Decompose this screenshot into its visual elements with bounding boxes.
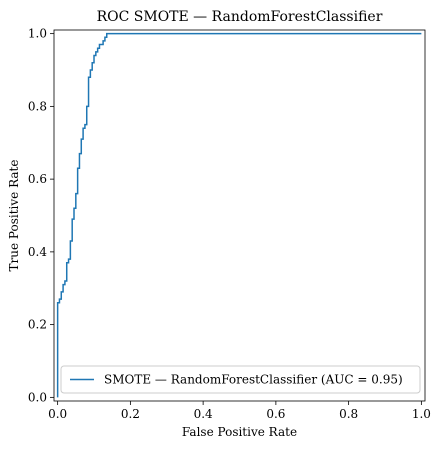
x-axis-title: False Positive Rate xyxy=(182,425,297,439)
y-axis-title: True Positive Rate xyxy=(7,160,21,272)
y-tick-label: 1.0 xyxy=(28,27,47,41)
x-tick-label: 0.2 xyxy=(121,407,140,421)
y-tick-label: 0.4 xyxy=(28,245,47,259)
x-tick-label: 0.6 xyxy=(266,407,285,421)
y-tick-label: 0.0 xyxy=(28,390,47,404)
y-tick-label: 0.8 xyxy=(28,99,47,113)
legend: SMOTE — RandomForestClassifier (AUC = 0.… xyxy=(61,366,420,393)
y-tick-label: 0.2 xyxy=(28,318,47,332)
chart-title: ROC SMOTE — RandomForestClassifier xyxy=(97,9,383,25)
x-tick-label: 0.4 xyxy=(194,407,213,421)
x-tick-label: 0.8 xyxy=(339,407,358,421)
y-tick-label: 0.6 xyxy=(28,172,47,186)
legend-entry-label: SMOTE — RandomForestClassifier (AUC = 0.… xyxy=(104,373,403,387)
x-tick-label: 1.0 xyxy=(412,407,431,421)
x-tick-label: 0.0 xyxy=(48,407,67,421)
